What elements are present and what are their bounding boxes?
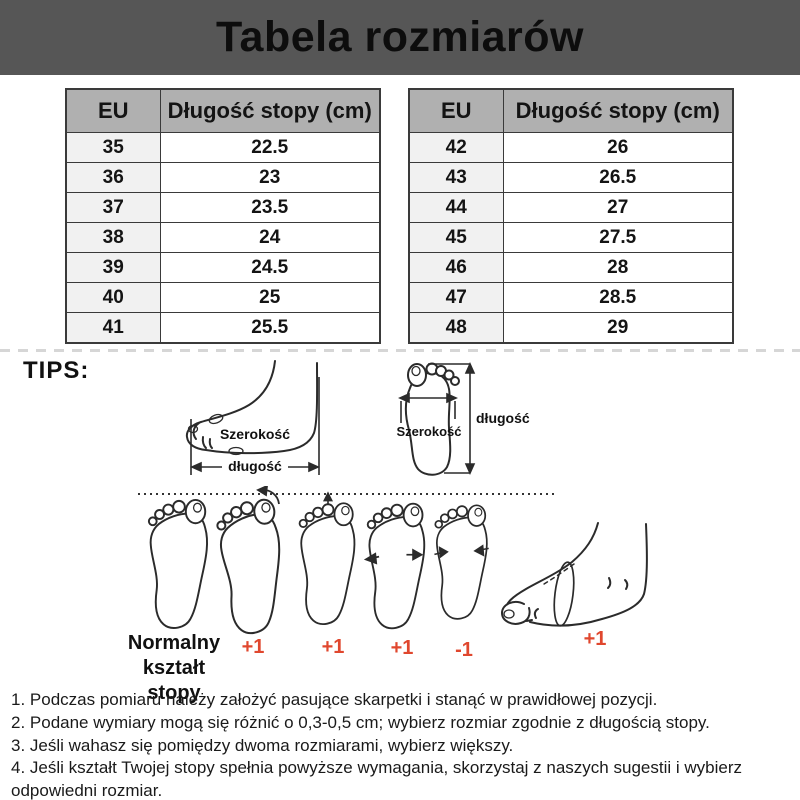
table-row: 43 26.5	[408, 162, 734, 193]
cell-eu-size: 48	[408, 312, 504, 344]
cell-foot-length: 29	[502, 312, 734, 344]
table-row: 40 25	[65, 282, 381, 313]
foot-wide	[363, 502, 426, 630]
adjustment-label: -1	[455, 639, 473, 661]
table-row: 44 27	[408, 192, 734, 223]
cell-foot-length: 23	[159, 162, 381, 193]
table-row: 37 23.5	[65, 192, 381, 223]
cell-foot-length: 26.5	[502, 162, 734, 193]
adjustment-label: +1	[390, 637, 414, 659]
table-row: 36 23	[65, 162, 381, 193]
table-row: 41 25.5	[65, 312, 381, 344]
table-header-row: EU Długość stopy (cm)	[408, 88, 734, 133]
table-row: 45 27.5	[408, 222, 734, 253]
page-title: Tabela rozmiarów	[215, 13, 585, 61]
cell-eu-size: 35	[65, 132, 161, 163]
table-row: 38 24	[65, 222, 381, 253]
girth-loop	[553, 561, 575, 627]
length-measure	[190, 377, 320, 475]
length-measure	[428, 362, 476, 475]
cell-foot-length: 22.5	[159, 132, 381, 163]
size-table-left: EU Długość stopy (cm) 35 22.5 36 23 37 23.5 38…	[65, 88, 381, 344]
note-item: 2. Podane wymiary mogą się różnić o 0,3-…	[11, 712, 710, 732]
top-length-label: długość	[476, 410, 530, 426]
cell-eu-size: 42	[408, 132, 504, 163]
cell-foot-length: 24	[159, 222, 381, 253]
foot-outline	[185, 360, 319, 455]
dashed-separator	[0, 349, 800, 352]
cell-foot-length: 28.5	[502, 282, 734, 313]
cell-eu-size: 43	[408, 162, 504, 193]
adjustment-label: +1	[241, 636, 265, 658]
normal-foot-shape-label: Normalny kształt stopy	[127, 632, 221, 704]
measurement-notes: 1. Podczas pomiaru należy założyć pasują…	[11, 689, 794, 800]
foot-high-instep-side	[500, 522, 648, 627]
note-item: 1. Podczas pomiaru należy założyć pasują…	[11, 690, 658, 709]
title-bar: Tabela rozmiarów	[0, 0, 800, 75]
column-header-foot-length: Długość stopy (cm)	[502, 88, 734, 133]
table-row: 35 22.5	[65, 132, 381, 163]
cell-eu-size: 36	[65, 162, 161, 193]
cell-foot-length: 25.5	[159, 312, 381, 344]
adjustment-label: +1	[321, 636, 345, 658]
cell-foot-length: 27.5	[502, 222, 734, 253]
cell-eu-size: 46	[408, 252, 504, 283]
cell-foot-length: 27	[502, 192, 734, 223]
cell-eu-size: 45	[408, 222, 504, 253]
top-width-label: Szerokość	[396, 424, 461, 439]
table-row: 39 24.5	[65, 252, 381, 283]
tips-label: TIPS:	[23, 357, 90, 384]
size-table-left-body: 35 22.5 36 23 37 23.5 38 24 39 24.5 40 25 41 25.5	[65, 132, 381, 344]
table-header-row: EU Długość stopy (cm)	[65, 88, 381, 133]
cell-eu-size: 47	[408, 282, 504, 313]
side-view-foot-diagram: Szerokość długość	[185, 360, 320, 475]
size-table-right: EU Długość stopy (cm) 42 26 43 26.5 44 27 45 27…	[408, 88, 734, 344]
cell-foot-length: 26	[502, 132, 734, 163]
side-length-label: długość	[228, 458, 282, 474]
side-width-label: Szerokość	[220, 426, 290, 442]
cell-eu-size: 37	[65, 192, 161, 223]
cell-eu-size: 40	[65, 282, 161, 313]
cell-foot-length: 28	[502, 252, 734, 283]
cell-eu-size: 39	[65, 252, 161, 283]
foot-normal-shape	[147, 498, 209, 629]
table-row: 47 28.5	[408, 282, 734, 313]
size-table-right-body: 42 26 43 26.5 44 27 45 27.5 46 28 47 28.5 48 29	[408, 132, 734, 344]
column-header-eu: EU	[408, 88, 504, 133]
cell-eu-size: 38	[65, 222, 161, 253]
column-header-eu: EU	[65, 88, 161, 133]
width-measure	[398, 392, 458, 423]
foot-narrow	[434, 504, 489, 620]
cell-foot-length: 23.5	[159, 192, 381, 223]
cell-eu-size: 44	[408, 192, 504, 223]
note-item: 4. Jeśli kształt Twojej stopy spełnia po…	[11, 758, 742, 800]
table-row: 46 28	[408, 252, 734, 283]
foot-pointed-big-toe	[215, 486, 288, 636]
feet-baseline-dotted	[138, 493, 554, 495]
cell-foot-length: 25	[159, 282, 381, 313]
cell-eu-size: 41	[65, 312, 161, 344]
table-row: 42 26	[408, 132, 734, 163]
cell-foot-length: 24.5	[159, 252, 381, 283]
table-row: 48 29	[408, 312, 734, 344]
column-header-foot-length: Długość stopy (cm)	[159, 88, 381, 133]
note-item: 3. Jeśli wahasz się pomiędzy dwoma rozmi…	[11, 735, 514, 755]
top-view-foot-diagram: Szerokość długość	[396, 362, 530, 476]
adjustment-label: +1	[583, 628, 607, 650]
foot-long-second-toe	[298, 491, 356, 625]
